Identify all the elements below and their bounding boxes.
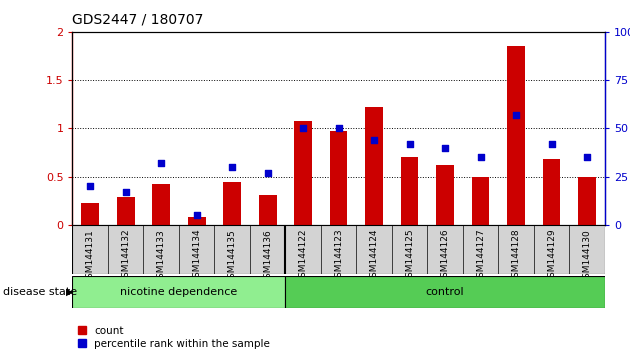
Point xyxy=(404,141,415,147)
Text: GDS2447 / 180707: GDS2447 / 180707 xyxy=(72,12,204,27)
Text: GSM144132: GSM144132 xyxy=(121,229,130,284)
Point xyxy=(511,112,521,118)
Point xyxy=(440,145,450,150)
Bar xyxy=(472,177,490,225)
Bar xyxy=(436,165,454,225)
Bar xyxy=(285,276,605,308)
Bar xyxy=(188,217,205,225)
Text: GSM144130: GSM144130 xyxy=(583,229,592,284)
Bar xyxy=(81,202,99,225)
Point xyxy=(582,154,592,160)
Text: nicotine dependence: nicotine dependence xyxy=(120,287,238,297)
Bar xyxy=(117,197,135,225)
Text: GSM144129: GSM144129 xyxy=(547,229,556,284)
Bar xyxy=(259,195,277,225)
Text: control: control xyxy=(426,287,464,297)
Bar xyxy=(152,184,170,225)
Text: GSM144135: GSM144135 xyxy=(227,229,237,284)
Point xyxy=(227,164,237,170)
Text: disease state: disease state xyxy=(3,287,77,297)
Text: GSM144134: GSM144134 xyxy=(192,229,201,284)
Bar xyxy=(542,159,561,225)
Point xyxy=(85,183,95,189)
Point xyxy=(156,160,166,166)
Bar xyxy=(401,157,418,225)
Point xyxy=(333,125,343,131)
Text: GSM144124: GSM144124 xyxy=(370,229,379,283)
Text: GSM144127: GSM144127 xyxy=(476,229,485,284)
Point xyxy=(298,125,308,131)
Text: GSM144133: GSM144133 xyxy=(157,229,166,284)
Bar xyxy=(507,46,525,225)
Bar xyxy=(365,107,383,225)
Bar xyxy=(72,276,285,308)
Point xyxy=(120,189,131,195)
Point xyxy=(263,170,273,176)
Text: GSM144122: GSM144122 xyxy=(299,229,307,283)
Text: GSM144136: GSM144136 xyxy=(263,229,272,284)
Text: GSM144128: GSM144128 xyxy=(512,229,520,284)
Bar xyxy=(223,182,241,225)
Bar xyxy=(578,177,596,225)
Text: GSM144125: GSM144125 xyxy=(405,229,414,284)
Point xyxy=(476,154,486,160)
Point xyxy=(369,137,379,143)
Text: GSM144126: GSM144126 xyxy=(440,229,450,284)
Bar xyxy=(329,131,348,225)
Text: GSM144123: GSM144123 xyxy=(334,229,343,284)
Point xyxy=(546,141,557,147)
Legend: count, percentile rank within the sample: count, percentile rank within the sample xyxy=(77,326,270,349)
Bar xyxy=(294,121,312,225)
Text: ▶: ▶ xyxy=(66,287,74,297)
Point xyxy=(192,212,202,218)
Text: GSM144131: GSM144131 xyxy=(86,229,94,284)
